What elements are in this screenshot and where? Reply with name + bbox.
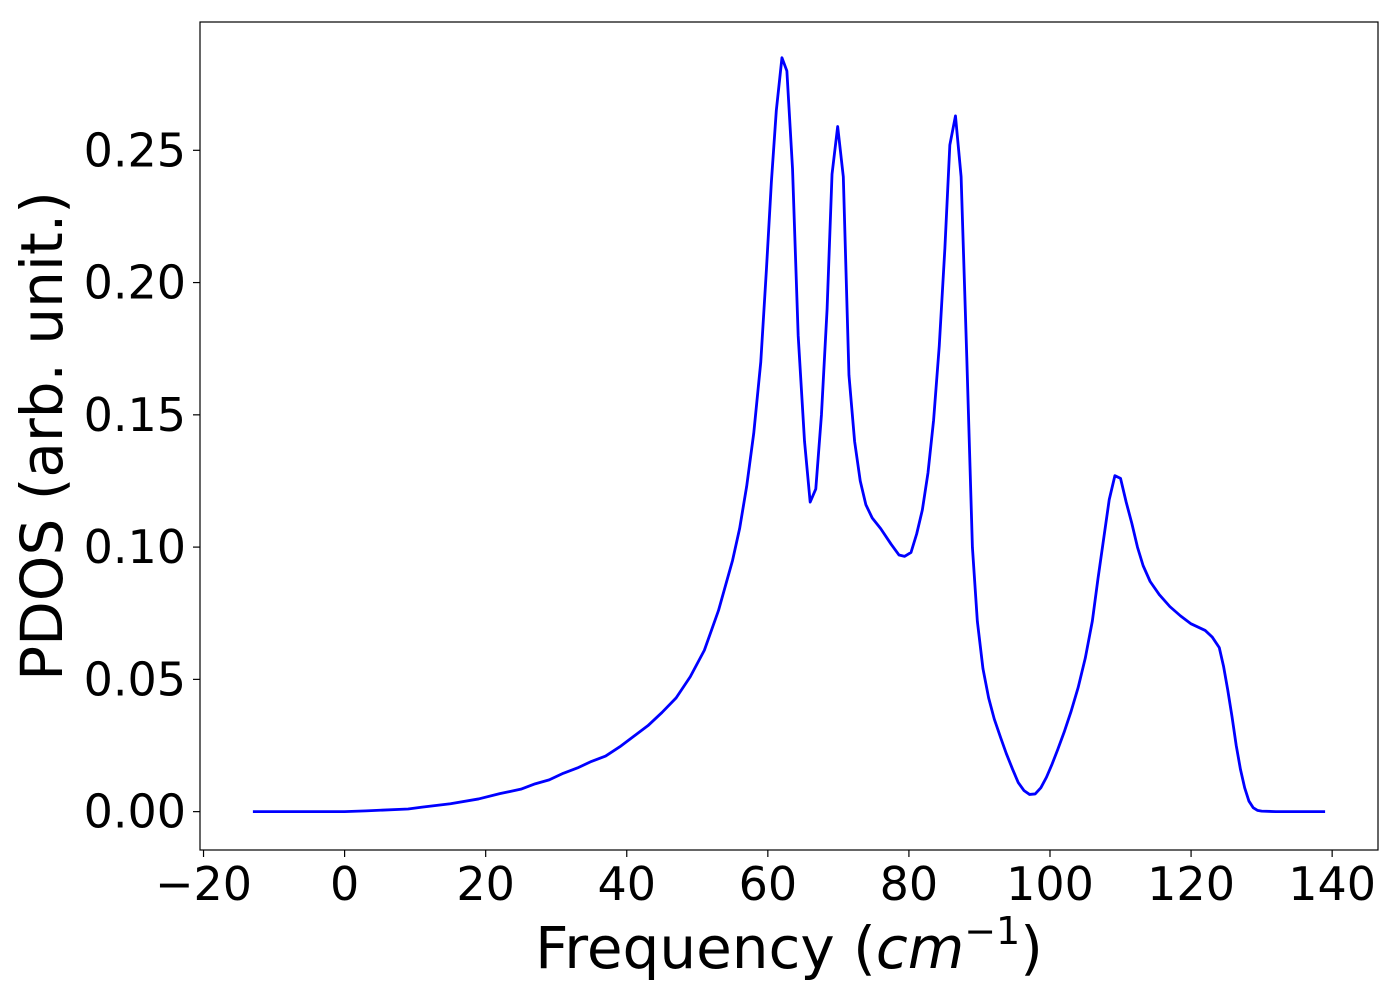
x-axis-title: Frequency (cm−1) [535,909,1043,982]
y-axis-title: PDOS (arb. unit.) [8,191,76,681]
y-axis: 0.00 0.05 0.10 0.15 0.20 0.25 [84,123,200,839]
x-tick-label: 20 [456,857,515,911]
y-tick-label: 0.20 [84,256,186,310]
x-tick-label: −20 [155,857,252,911]
x-tick-label: 100 [1006,857,1094,911]
x-tick-label: 60 [739,857,798,911]
y-tick-label: 0.00 [84,785,186,839]
y-tick-label: 0.05 [84,652,186,706]
x-tick-label: 120 [1147,857,1235,911]
series-line-0 [252,56,1326,814]
y-tick-label: 0.10 [84,520,186,574]
y-tick-label: 0.25 [84,123,186,177]
x-tick-label: 140 [1288,857,1376,911]
y-tick-label: 0.15 [84,388,186,442]
x-tick-label: 0 [330,857,359,911]
plot-frame [199,21,1379,851]
x-tick-label: 40 [597,857,656,911]
x-axis: −20 0 20 40 60 80 100 120 140 [155,850,1376,911]
x-tick-label: 80 [880,857,939,911]
series-layer [252,56,1326,814]
